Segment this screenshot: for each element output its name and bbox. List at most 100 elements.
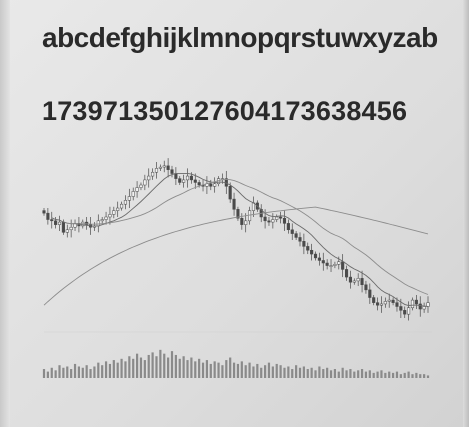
volume-bar [85,365,88,378]
alphabet-sample-text: abcdefghijklmnopqrstuwxyzab [42,22,438,53]
volume-bar [209,363,212,378]
candle-body [236,209,240,219]
candle-body [325,262,329,266]
volume-bar [132,358,135,378]
candle-body [112,210,116,215]
candle-body [193,179,197,183]
candle-body [410,299,415,309]
volume-bar [135,353,139,378]
volume-bar [306,369,309,378]
volume-bar [97,362,100,378]
candle-body [189,175,193,181]
moving-average-fast-line [51,172,429,307]
volume-bar [252,366,255,378]
candle-body [379,303,384,306]
volume-bar [341,367,344,378]
candle-body [182,179,186,183]
candle-body [376,302,380,306]
candle-body [403,310,407,315]
volume-bar [232,362,236,378]
volume-bar [403,372,406,378]
candle-body [42,210,46,214]
volume-bar [380,370,383,378]
candle-body [170,169,174,174]
candle-body [213,183,217,187]
volume-bar [70,369,73,378]
candle-body [271,219,275,223]
volume-bar [248,362,251,378]
volume-bar [66,366,69,378]
candle-body [100,219,104,222]
volume-bar [376,371,379,378]
volume-bar [345,370,348,378]
volume-bar [372,372,375,378]
volume-bar [426,375,430,378]
candle-body [135,187,139,192]
volume-bar [349,369,352,378]
volume-bar [139,357,143,378]
candle-body [395,302,399,307]
volume-bar [116,362,119,378]
candle-body [185,175,190,181]
volume-bar [295,365,298,378]
volume-bar [399,374,402,378]
volume-bar [267,362,271,378]
candle-body [244,220,248,225]
screen-edge-left [0,0,10,427]
volume-bar [120,358,123,378]
candle-body [414,299,418,305]
candle-body [127,196,131,201]
volume-bar [221,365,224,378]
candle-body [69,226,73,231]
volume-bar [291,369,294,378]
candlestick-series [42,158,430,321]
volume-bar [225,360,228,378]
candle-body [422,306,426,310]
candle-body [310,249,314,255]
volume-bar [415,372,418,378]
volume-bar [93,366,96,378]
candle-body [368,289,372,298]
candle-body [302,241,306,247]
candle-body [151,171,155,177]
candle-body [333,264,337,266]
candle-body [279,216,283,219]
candle-body [341,261,345,270]
candle-body [383,301,387,305]
candle-body [123,200,128,205]
volume-bar [240,361,243,378]
volume-bar [283,367,286,378]
candle-body [263,216,267,222]
volume-bar [81,367,84,378]
candle-body [232,198,236,210]
volume-bars [42,349,430,378]
volume-bar [360,369,364,378]
candle-body [178,178,182,183]
candle-body [337,261,341,265]
candle-body [154,168,159,173]
volume-bar [322,369,325,378]
candle-body [426,302,430,307]
volume-bar [143,360,146,378]
volume-bar [147,354,150,378]
candle-body [317,257,321,261]
volume-bar [54,370,57,378]
volume-bar [101,365,104,378]
volume-bar [186,360,189,378]
volume-bar [279,365,282,378]
candle-body [248,210,252,222]
volume-bar [46,371,49,378]
volume-bar [62,367,65,378]
volume-bar [201,362,205,378]
candle-body [418,303,422,310]
volume-bar [178,358,181,378]
volume-bar [314,370,317,378]
candle-body [267,220,271,223]
candle-body [294,233,298,238]
volume-bar [170,351,174,378]
volume-bar [260,367,263,378]
candle-body [104,216,108,220]
volume-bar [198,358,201,378]
